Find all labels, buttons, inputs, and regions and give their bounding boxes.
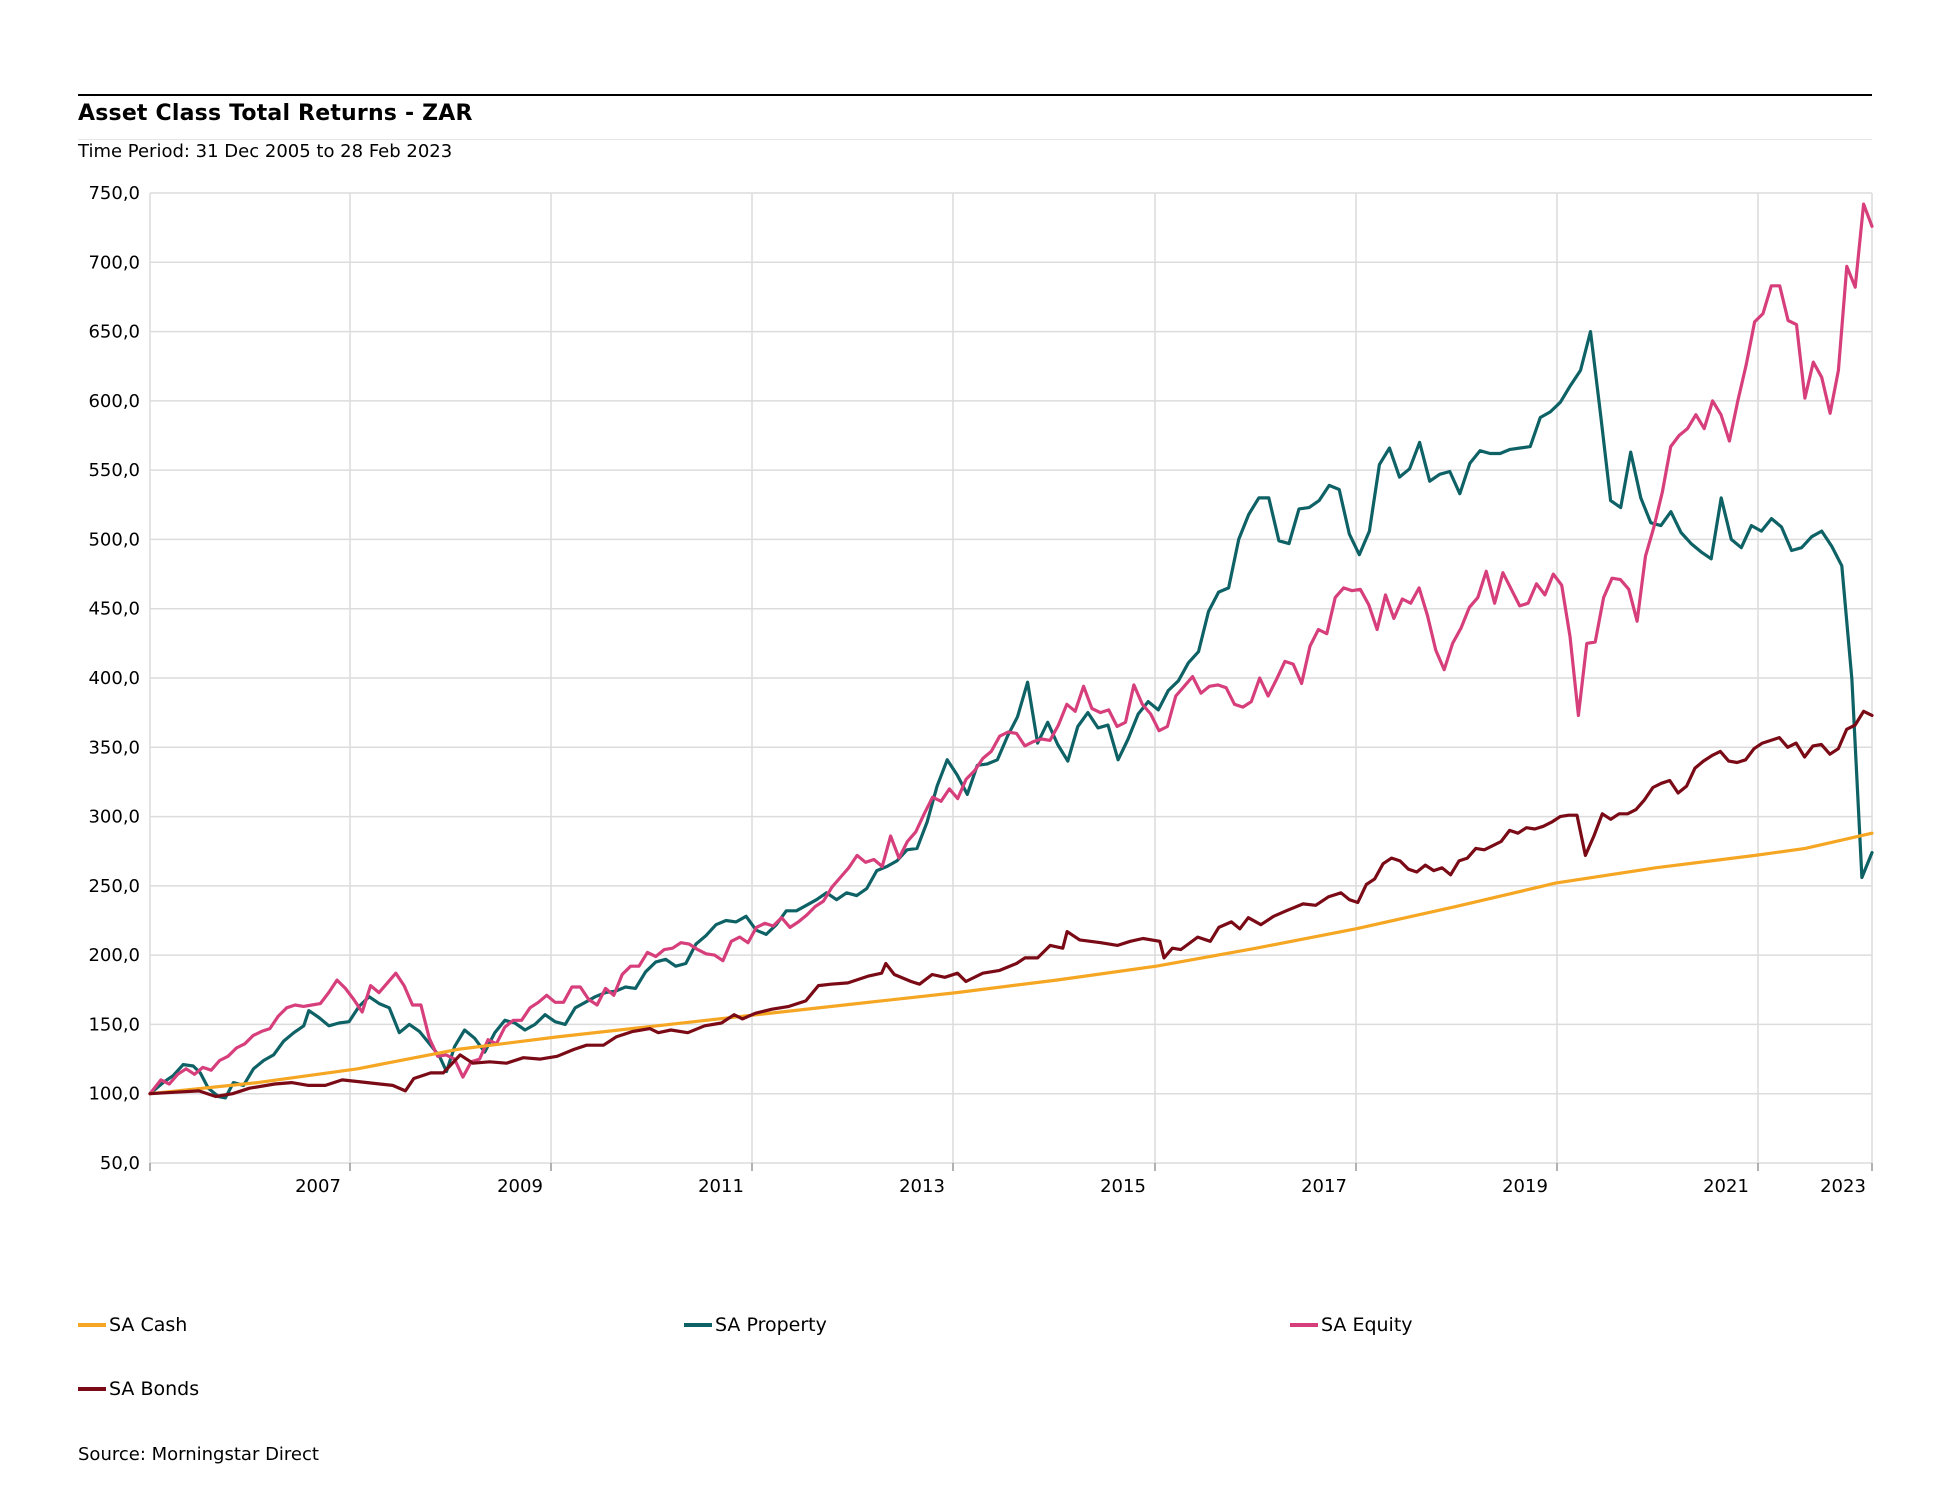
y-tick-label: 400,0 (88, 668, 140, 689)
y-tick-label: 100,0 (88, 1084, 140, 1105)
x-axis-ticks: 2007 2009 2011 2013 2015 2017 2019 2021 2023 (149, 1163, 1873, 1197)
legend-swatch (78, 1323, 106, 1327)
title-rule (78, 94, 1872, 96)
line-chart: 50,0 100,0 150,0 200,0 250,0 300,0 350,0 400,0 4… (88, 183, 1874, 1197)
legend-label: SA Equity (1321, 1314, 1413, 1336)
legend-swatch (684, 1323, 712, 1327)
series-line-sa-property (148, 330, 1874, 1100)
y-tick-label: 200,0 (88, 945, 140, 966)
series-line-sa-equity (148, 202, 1874, 1096)
y-axis-ticks: 50,0 100,0 150,0 200,0 250,0 300,0 350,0 400,0 4… (88, 183, 140, 1174)
y-tick-label: 650,0 (88, 322, 140, 343)
legend-item-sa-bonds: SA Bonds (78, 1378, 199, 1400)
x-tick-label: 2013 (899, 1176, 945, 1197)
x-tick-label: 2017 (1301, 1176, 1347, 1197)
x-tick-label: 2009 (497, 1176, 543, 1197)
series-line-sa-bonds (148, 709, 1874, 1099)
y-tick-label: 50,0 (100, 1153, 140, 1174)
y-tick-label: 500,0 (88, 529, 140, 550)
legend-label: SA Property (715, 1314, 827, 1336)
legend-item-sa-equity: SA Equity (1290, 1314, 1413, 1336)
y-tick-label: 750,0 (88, 183, 140, 204)
y-tick-label: 700,0 (88, 252, 140, 273)
subtitle-rule (78, 139, 1872, 140)
x-tick-label: 2023 (1820, 1176, 1866, 1197)
y-tick-label: 600,0 (88, 391, 140, 412)
y-tick-label: 450,0 (88, 599, 140, 620)
x-tick-label: 2015 (1100, 1176, 1146, 1197)
x-tick-label: 2007 (295, 1176, 341, 1197)
legend-item-sa-property: SA Property (684, 1314, 827, 1336)
y-tick-label: 300,0 (88, 807, 140, 828)
x-tick-label: 2021 (1703, 1176, 1749, 1197)
series-line-sa-cash (148, 831, 1874, 1096)
series-lines (148, 202, 1874, 1100)
y-tick-label: 350,0 (88, 737, 140, 758)
legend-label: SA Cash (109, 1314, 188, 1336)
x-tick-label: 2011 (698, 1176, 744, 1197)
y-tick-label: 550,0 (88, 460, 140, 481)
x-tick-label: 2019 (1502, 1176, 1548, 1197)
legend-item-sa-cash: SA Cash (78, 1314, 187, 1336)
y-tick-label: 250,0 (88, 876, 140, 897)
legend-swatch (78, 1387, 106, 1391)
source-note: Source: Morningstar Direct (78, 1444, 319, 1465)
grid-lines (149, 192, 1873, 1164)
y-tick-label: 150,0 (88, 1014, 140, 1035)
chart-title: Asset Class Total Returns - ZAR (78, 101, 473, 126)
legend-label: SA Bonds (109, 1378, 200, 1400)
chart-subtitle: Time Period: 31 Dec 2005 to 28 Feb 2023 (78, 141, 453, 162)
legend-swatch (1290, 1323, 1318, 1327)
